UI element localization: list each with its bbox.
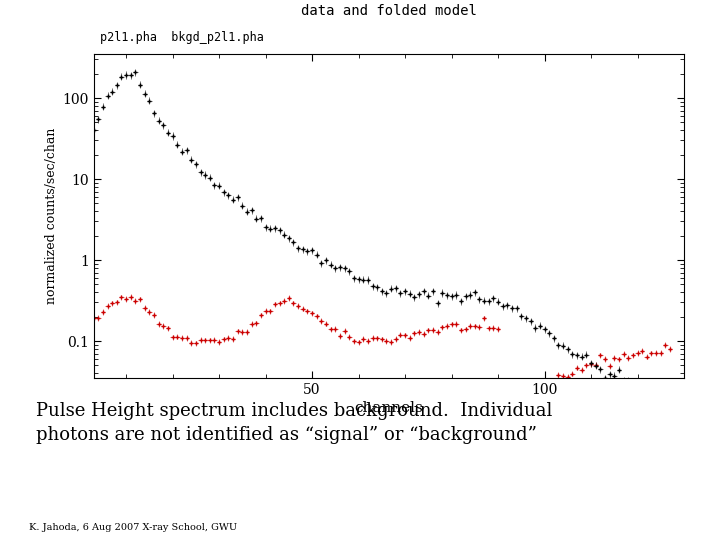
Y-axis label: normalized counts/sec/chan: normalized counts/sec/chan (45, 128, 58, 304)
Text: K. Jahoda, 6 Aug 2007 X-ray School, GWU: K. Jahoda, 6 Aug 2007 X-ray School, GWU (29, 523, 237, 532)
Text: Pulse Height spectrum includes background.  Individual
photons are not identifie: Pulse Height spectrum includes backgroun… (36, 402, 552, 444)
Title: data and folded model: data and folded model (301, 4, 477, 18)
Text: p2l1.pha  bkgd_p2l1.pha: p2l1.pha bkgd_p2l1.pha (99, 31, 264, 44)
X-axis label: channels: channels (354, 401, 423, 415)
